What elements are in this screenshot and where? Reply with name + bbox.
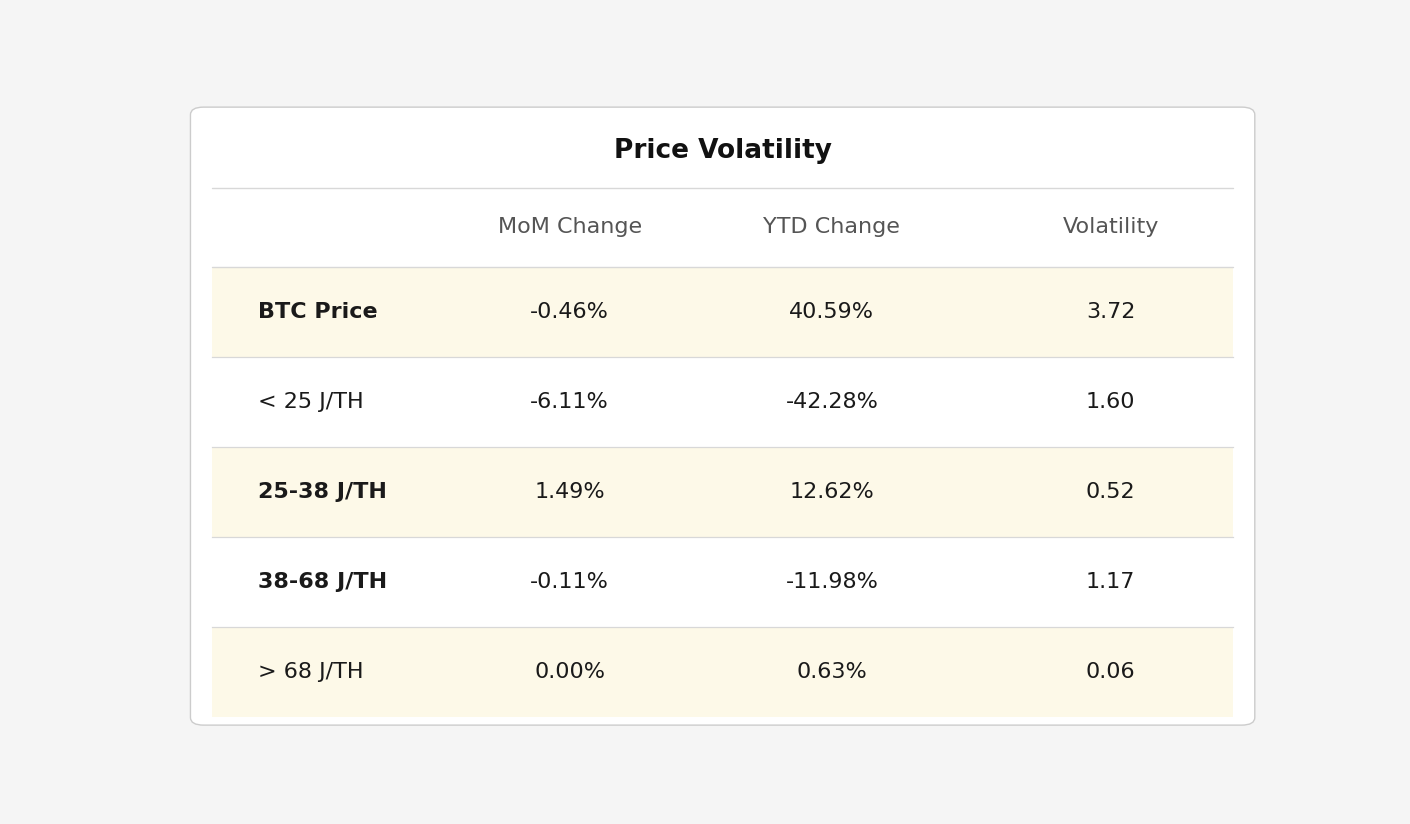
Text: -42.28%: -42.28% xyxy=(785,392,878,412)
Text: BTC Price: BTC Price xyxy=(258,302,378,322)
Text: MoM Change: MoM Change xyxy=(498,218,642,237)
Text: 25-38 J/TH: 25-38 J/TH xyxy=(258,482,388,503)
Text: 38-68 J/TH: 38-68 J/TH xyxy=(258,573,388,592)
Text: 3.72: 3.72 xyxy=(1086,302,1135,322)
Text: Volatility: Volatility xyxy=(1062,218,1159,237)
Text: < 25 J/TH: < 25 J/TH xyxy=(258,392,364,412)
Text: 0.63%: 0.63% xyxy=(797,662,867,682)
FancyBboxPatch shape xyxy=(190,107,1255,725)
Text: Price Volatility: Price Volatility xyxy=(613,138,832,164)
Text: > 68 J/TH: > 68 J/TH xyxy=(258,662,364,682)
Text: 0.00%: 0.00% xyxy=(534,662,605,682)
Text: 1.17: 1.17 xyxy=(1086,573,1135,592)
Text: 0.52: 0.52 xyxy=(1086,482,1135,503)
Text: -0.11%: -0.11% xyxy=(530,573,609,592)
Text: 0.06: 0.06 xyxy=(1086,662,1135,682)
Text: 1.49%: 1.49% xyxy=(534,482,605,503)
Text: 40.59%: 40.59% xyxy=(790,302,874,322)
Text: YTD Change: YTD Change xyxy=(763,218,901,237)
Text: -6.11%: -6.11% xyxy=(530,392,609,412)
Text: 12.62%: 12.62% xyxy=(790,482,874,503)
Text: -11.98%: -11.98% xyxy=(785,573,878,592)
Text: -0.46%: -0.46% xyxy=(530,302,609,322)
Text: 1.60: 1.60 xyxy=(1086,392,1135,412)
